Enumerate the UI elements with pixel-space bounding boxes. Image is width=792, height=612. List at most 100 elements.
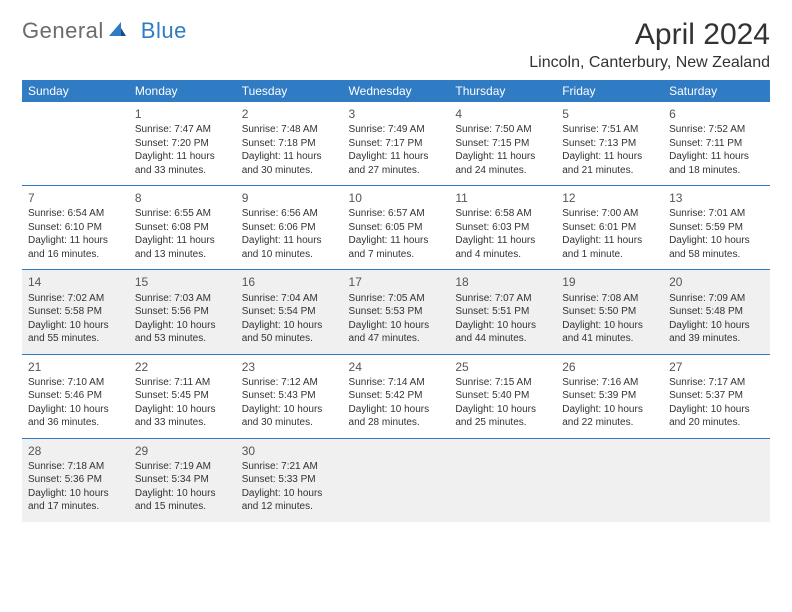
daylight-text: and 13 minutes. <box>135 248 230 262</box>
sunrise-text: Sunrise: 7:04 AM <box>242 292 337 306</box>
sunrise-text: Sunrise: 7:47 AM <box>135 123 230 137</box>
sunrise-text: Sunrise: 7:16 AM <box>562 376 657 390</box>
day-cell: 18Sunrise: 7:07 AMSunset: 5:51 PMDayligh… <box>449 270 556 354</box>
day-number: 30 <box>242 443 337 459</box>
daylight-text: and 33 minutes. <box>135 164 230 178</box>
day-header-row: Sunday Monday Tuesday Wednesday Thursday… <box>22 80 770 102</box>
daylight-text: Daylight: 10 hours <box>455 403 550 417</box>
daylight-text: and 4 minutes. <box>455 248 550 262</box>
daylight-text: Daylight: 10 hours <box>669 234 764 248</box>
day-number: 15 <box>135 274 230 290</box>
week-row: 14Sunrise: 7:02 AMSunset: 5:58 PMDayligh… <box>22 270 770 354</box>
daylight-text: and 55 minutes. <box>28 332 123 346</box>
sunset-text: Sunset: 6:10 PM <box>28 221 123 235</box>
sunrise-text: Sunrise: 7:21 AM <box>242 460 337 474</box>
sunset-text: Sunset: 5:43 PM <box>242 389 337 403</box>
day-cell: 2Sunrise: 7:48 AMSunset: 7:18 PMDaylight… <box>236 102 343 186</box>
sunset-text: Sunset: 6:03 PM <box>455 221 550 235</box>
sunrise-text: Sunrise: 7:48 AM <box>242 123 337 137</box>
sunset-text: Sunset: 5:56 PM <box>135 305 230 319</box>
daylight-text: and 36 minutes. <box>28 416 123 430</box>
sunrise-text: Sunrise: 7:50 AM <box>455 123 550 137</box>
daylight-text: Daylight: 10 hours <box>349 319 444 333</box>
week-row: 28Sunrise: 7:18 AMSunset: 5:36 PMDayligh… <box>22 438 770 522</box>
sunrise-text: Sunrise: 6:57 AM <box>349 207 444 221</box>
day-cell: 17Sunrise: 7:05 AMSunset: 5:53 PMDayligh… <box>343 270 450 354</box>
sunset-text: Sunset: 6:06 PM <box>242 221 337 235</box>
daylight-text: Daylight: 10 hours <box>455 319 550 333</box>
day-cell <box>449 438 556 522</box>
day-cell <box>22 102 129 186</box>
daylight-text: and 30 minutes. <box>242 164 337 178</box>
sunrise-text: Sunrise: 7:19 AM <box>135 460 230 474</box>
sunset-text: Sunset: 5:37 PM <box>669 389 764 403</box>
sunset-text: Sunset: 5:33 PM <box>242 473 337 487</box>
sunrise-text: Sunrise: 7:03 AM <box>135 292 230 306</box>
sunrise-text: Sunrise: 7:18 AM <box>28 460 123 474</box>
daylight-text: Daylight: 11 hours <box>28 234 123 248</box>
daylight-text: Daylight: 10 hours <box>28 319 123 333</box>
day-number: 27 <box>669 359 764 375</box>
daylight-text: and 16 minutes. <box>28 248 123 262</box>
day-cell <box>556 438 663 522</box>
daylight-text: and 27 minutes. <box>349 164 444 178</box>
sunset-text: Sunset: 7:20 PM <box>135 137 230 151</box>
sunset-text: Sunset: 7:11 PM <box>669 137 764 151</box>
day-cell: 28Sunrise: 7:18 AMSunset: 5:36 PMDayligh… <box>22 438 129 522</box>
day-header: Thursday <box>449 80 556 102</box>
day-number: 16 <box>242 274 337 290</box>
daylight-text: Daylight: 11 hours <box>242 234 337 248</box>
daylight-text: Daylight: 10 hours <box>669 403 764 417</box>
day-cell: 14Sunrise: 7:02 AMSunset: 5:58 PMDayligh… <box>22 270 129 354</box>
week-row: 21Sunrise: 7:10 AMSunset: 5:46 PMDayligh… <box>22 354 770 438</box>
sunrise-text: Sunrise: 7:02 AM <box>28 292 123 306</box>
sunset-text: Sunset: 5:42 PM <box>349 389 444 403</box>
daylight-text: and 10 minutes. <box>242 248 337 262</box>
location-label: Lincoln, Canterbury, New Zealand <box>529 54 770 72</box>
sunrise-text: Sunrise: 7:12 AM <box>242 376 337 390</box>
day-cell: 26Sunrise: 7:16 AMSunset: 5:39 PMDayligh… <box>556 354 663 438</box>
sunset-text: Sunset: 6:05 PM <box>349 221 444 235</box>
day-cell <box>663 438 770 522</box>
logo: General Blue <box>22 18 187 44</box>
day-cell: 8Sunrise: 6:55 AMSunset: 6:08 PMDaylight… <box>129 186 236 270</box>
day-cell: 13Sunrise: 7:01 AMSunset: 5:59 PMDayligh… <box>663 186 770 270</box>
daylight-text: Daylight: 10 hours <box>242 403 337 417</box>
day-header: Monday <box>129 80 236 102</box>
day-cell: 22Sunrise: 7:11 AMSunset: 5:45 PMDayligh… <box>129 354 236 438</box>
day-cell: 9Sunrise: 6:56 AMSunset: 6:06 PMDaylight… <box>236 186 343 270</box>
sunrise-text: Sunrise: 7:09 AM <box>669 292 764 306</box>
sunrise-text: Sunrise: 7:01 AM <box>669 207 764 221</box>
day-number: 2 <box>242 106 337 122</box>
day-number: 17 <box>349 274 444 290</box>
daylight-text: Daylight: 11 hours <box>562 150 657 164</box>
sunset-text: Sunset: 5:51 PM <box>455 305 550 319</box>
daylight-text: Daylight: 10 hours <box>135 319 230 333</box>
sunrise-text: Sunrise: 7:15 AM <box>455 376 550 390</box>
day-cell: 1Sunrise: 7:47 AMSunset: 7:20 PMDaylight… <box>129 102 236 186</box>
day-cell: 7Sunrise: 6:54 AMSunset: 6:10 PMDaylight… <box>22 186 129 270</box>
sunset-text: Sunset: 5:53 PM <box>349 305 444 319</box>
sunrise-text: Sunrise: 7:11 AM <box>135 376 230 390</box>
sunrise-text: Sunrise: 7:52 AM <box>669 123 764 137</box>
day-cell: 25Sunrise: 7:15 AMSunset: 5:40 PMDayligh… <box>449 354 556 438</box>
sunset-text: Sunset: 5:45 PM <box>135 389 230 403</box>
day-number: 10 <box>349 190 444 206</box>
daylight-text: and 44 minutes. <box>455 332 550 346</box>
day-number: 18 <box>455 274 550 290</box>
daylight-text: and 21 minutes. <box>562 164 657 178</box>
daylight-text: Daylight: 11 hours <box>455 150 550 164</box>
day-cell: 20Sunrise: 7:09 AMSunset: 5:48 PMDayligh… <box>663 270 770 354</box>
day-number: 6 <box>669 106 764 122</box>
day-number: 24 <box>349 359 444 375</box>
day-cell <box>343 438 450 522</box>
day-cell: 19Sunrise: 7:08 AMSunset: 5:50 PMDayligh… <box>556 270 663 354</box>
day-number: 29 <box>135 443 230 459</box>
daylight-text: and 24 minutes. <box>455 164 550 178</box>
day-number: 28 <box>28 443 123 459</box>
sunrise-text: Sunrise: 7:14 AM <box>349 376 444 390</box>
daylight-text: and 58 minutes. <box>669 248 764 262</box>
day-cell: 23Sunrise: 7:12 AMSunset: 5:43 PMDayligh… <box>236 354 343 438</box>
week-row: 1Sunrise: 7:47 AMSunset: 7:20 PMDaylight… <box>22 102 770 186</box>
daylight-text: and 18 minutes. <box>669 164 764 178</box>
